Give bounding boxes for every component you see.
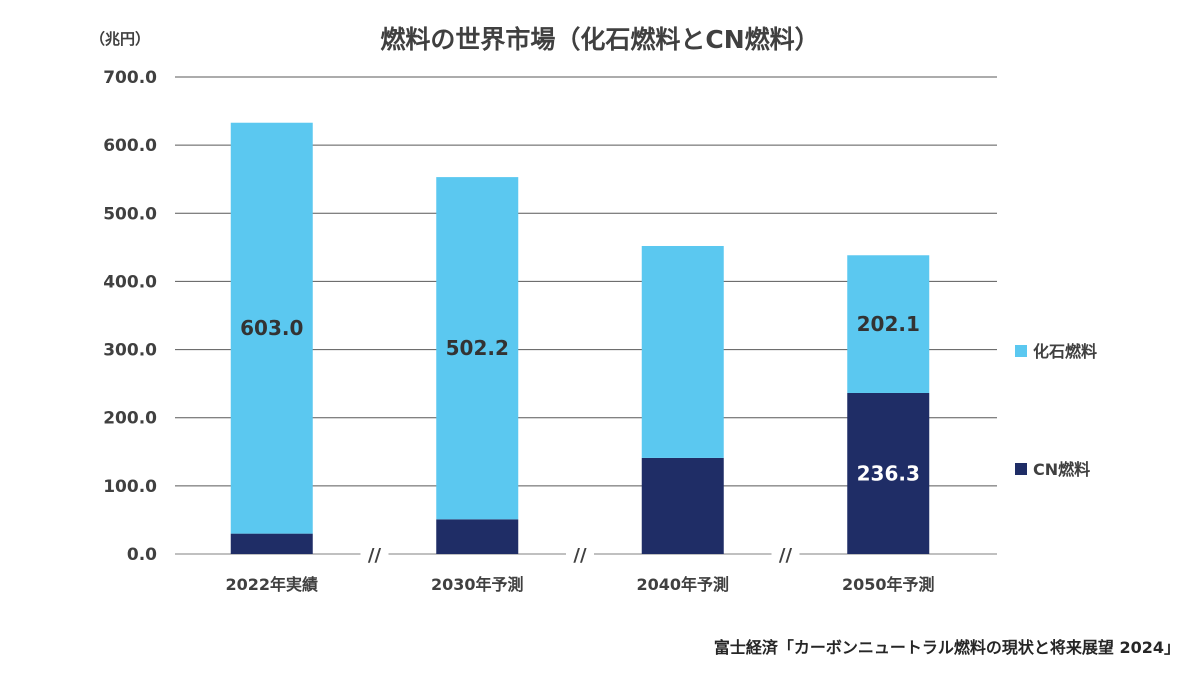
axis-break-mark: // (573, 545, 587, 566)
chart-title: 燃料の世界市場（化石燃料とCN燃料） (380, 25, 819, 54)
axis-break-marks: // // // (360, 542, 800, 566)
y-tick-label: 600.0 (103, 136, 157, 156)
axis-break-mark: // (779, 545, 793, 566)
legend: 化石燃料 CN燃料 (1015, 342, 1097, 479)
axis-break-mask (771, 542, 800, 564)
data-label: 502.2 (446, 336, 509, 360)
y-tick-label: 400.0 (103, 272, 157, 292)
y-tick-label: 100.0 (103, 477, 157, 497)
data-label: 202.1 (857, 312, 920, 336)
legend-swatch (1015, 345, 1027, 357)
y-tick-label: 700.0 (103, 68, 157, 88)
y-tick-label: 500.0 (103, 204, 157, 224)
x-tick-label: 2022年実績 (225, 575, 318, 594)
y-axis-unit-label: （兆円） (90, 30, 150, 48)
bar-fossil-fuel (641, 245, 724, 458)
bar-cn-fuel (436, 519, 519, 554)
x-tick-label: 2040年予測 (636, 575, 729, 594)
y-axis-ticks: 0.0 100.0 200.0 300.0 400.0 500.0 600.0 700.0 (103, 68, 157, 565)
bar-cn-fuel (847, 392, 930, 554)
legend-label: CN燃料 (1033, 460, 1090, 479)
source-note: 富士経済「カーボンニュートラル燃料の現状と将来展望 2024」 (714, 638, 1180, 657)
data-label: 236.3 (857, 461, 920, 485)
bar-cn-fuel (641, 457, 724, 554)
legend-swatch (1015, 463, 1027, 475)
x-tick-label: 2030年予測 (431, 575, 524, 594)
y-tick-label: 300.0 (103, 341, 157, 361)
bar-fossil-fuel (436, 177, 519, 520)
y-tick-label: 200.0 (103, 409, 157, 429)
bar-fossil-fuel (230, 122, 313, 534)
bar-cn-fuel (230, 533, 313, 554)
axis-break-mask (360, 542, 389, 564)
y-tick-label: 0.0 (127, 545, 157, 565)
legend-label: 化石燃料 (1033, 342, 1097, 361)
bar-fossil-fuel (847, 255, 930, 393)
axis-break-mask (566, 542, 594, 564)
data-label: 603.0 (240, 316, 303, 340)
x-tick-label: 2050年予測 (842, 575, 935, 594)
x-axis-ticks: 2022年実績 2030年予測 2040年予測 2050年予測 (225, 575, 934, 594)
axis-break-mark: // (368, 545, 382, 566)
